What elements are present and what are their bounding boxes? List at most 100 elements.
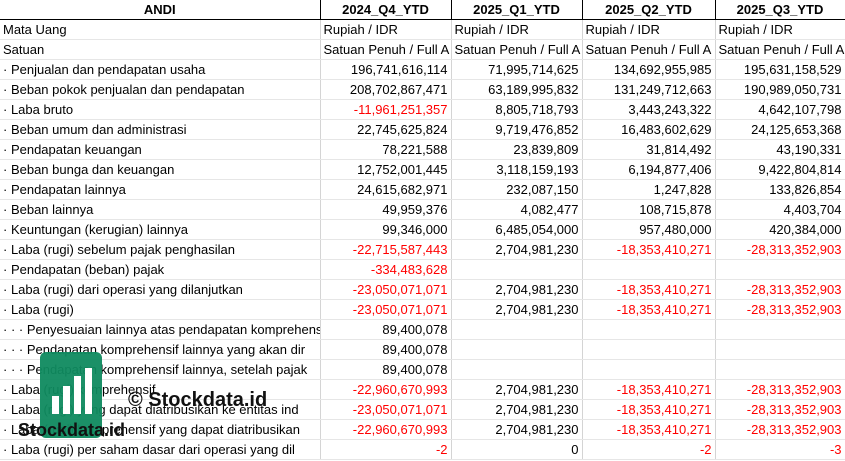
value-cell[interactable]: 4,082,477 xyxy=(451,199,583,220)
value-cell[interactable]: 49,959,376 xyxy=(320,199,452,220)
value-cell[interactable]: -18,353,410,271 xyxy=(582,279,716,300)
value-cell[interactable]: 3,118,159,193 xyxy=(451,159,583,180)
value-cell[interactable]: -11,961,251,357 xyxy=(320,99,452,120)
row-label[interactable]: · Pendapatan keuangan xyxy=(0,139,321,160)
value-cell[interactable]: 208,702,867,471 xyxy=(320,79,452,100)
value-cell[interactable] xyxy=(582,259,716,280)
row-label[interactable]: · Pendapatan (beban) pajak xyxy=(0,259,321,280)
row-label[interactable]: · Keuntungan (kerugian) lainnya xyxy=(0,219,321,240)
cell[interactable]: Rupiah / IDR xyxy=(582,19,716,40)
value-cell[interactable]: 23,839,809 xyxy=(451,139,583,160)
value-cell[interactable]: -22,960,670,993 xyxy=(320,419,452,440)
value-cell[interactable] xyxy=(715,319,845,340)
period-header[interactable]: 2025_Q1_YTD xyxy=(451,0,583,20)
row-label[interactable]: · Laba bruto xyxy=(0,99,321,120)
period-header[interactable]: 2025_Q3_YTD xyxy=(715,0,845,20)
value-cell[interactable] xyxy=(715,259,845,280)
cell[interactable]: Rupiah / IDR xyxy=(451,19,583,40)
row-label[interactable]: · Laba (rugi) dari operasi yang dilanjut… xyxy=(0,279,321,300)
cell[interactable]: Satuan Penuh / Full A xyxy=(320,39,452,60)
value-cell[interactable]: 2,704,981,230 xyxy=(451,399,583,420)
cell[interactable]: Satuan Penuh / Full A xyxy=(582,39,716,60)
row-label[interactable]: · Beban bunga dan keuangan xyxy=(0,159,321,180)
value-cell[interactable]: 6,194,877,406 xyxy=(582,159,716,180)
value-cell[interactable]: -28,313,352,903 xyxy=(715,399,845,420)
row-label[interactable]: · Pendapatan lainnya xyxy=(0,179,321,200)
value-cell[interactable] xyxy=(582,359,716,380)
value-cell[interactable]: 420,384,000 xyxy=(715,219,845,240)
value-cell[interactable]: 1,247,828 xyxy=(582,179,716,200)
value-cell[interactable]: -18,353,410,271 xyxy=(582,379,716,400)
value-cell[interactable]: -28,313,352,903 xyxy=(715,299,845,320)
period-header[interactable]: 2024_Q4_YTD xyxy=(320,0,452,20)
row-label[interactable]: · Laba (rugi) xyxy=(0,299,321,320)
cell[interactable]: Rupiah / IDR xyxy=(320,19,452,40)
value-cell[interactable]: -3 xyxy=(715,439,845,460)
value-cell[interactable]: 196,741,616,114 xyxy=(320,59,452,80)
value-cell[interactable]: -2 xyxy=(582,439,716,460)
value-cell[interactable]: -18,353,410,271 xyxy=(582,239,716,260)
value-cell[interactable]: -22,960,670,993 xyxy=(320,379,452,400)
value-cell[interactable]: 232,087,150 xyxy=(451,179,583,200)
value-cell[interactable]: 63,189,995,832 xyxy=(451,79,583,100)
value-cell[interactable]: 2,704,981,230 xyxy=(451,379,583,400)
value-cell[interactable]: -23,050,071,071 xyxy=(320,279,452,300)
value-cell[interactable]: 31,814,492 xyxy=(582,139,716,160)
value-cell[interactable]: 24,615,682,971 xyxy=(320,179,452,200)
row-label[interactable]: · · · Penyesuaian lainnya atas pendapata… xyxy=(0,319,321,340)
value-cell[interactable]: -22,715,587,443 xyxy=(320,239,452,260)
value-cell[interactable]: 2,704,981,230 xyxy=(451,299,583,320)
value-cell[interactable]: 6,485,054,000 xyxy=(451,219,583,240)
value-cell[interactable]: -28,313,352,903 xyxy=(715,279,845,300)
value-cell[interactable] xyxy=(451,359,583,380)
value-cell[interactable]: 71,995,714,625 xyxy=(451,59,583,80)
cell[interactable]: Satuan Penuh / Full A xyxy=(715,39,845,60)
value-cell[interactable]: -23,050,071,071 xyxy=(320,399,452,420)
row-label[interactable]: Mata Uang xyxy=(0,19,321,40)
value-cell[interactable]: -2 xyxy=(320,439,452,460)
value-cell[interactable]: -23,050,071,071 xyxy=(320,299,452,320)
value-cell[interactable]: 0 xyxy=(451,439,583,460)
period-header[interactable]: 2025_Q2_YTD xyxy=(582,0,716,20)
value-cell[interactable]: 957,480,000 xyxy=(582,219,716,240)
value-cell[interactable]: 24,125,653,368 xyxy=(715,119,845,140)
value-cell[interactable]: 2,704,981,230 xyxy=(451,279,583,300)
value-cell[interactable] xyxy=(715,339,845,360)
row-label[interactable]: · Penjualan dan pendapatan usaha xyxy=(0,59,321,80)
value-cell[interactable]: 9,719,476,852 xyxy=(451,119,583,140)
value-cell[interactable]: 4,403,704 xyxy=(715,199,845,220)
value-cell[interactable]: 89,400,078 xyxy=(320,359,452,380)
value-cell[interactable]: 190,989,050,731 xyxy=(715,79,845,100)
row-label[interactable]: · Beban lainnya xyxy=(0,199,321,220)
value-cell[interactable] xyxy=(582,319,716,340)
row-label[interactable]: · Beban umum dan administrasi xyxy=(0,119,321,140)
value-cell[interactable] xyxy=(451,319,583,340)
company-header[interactable]: ANDI xyxy=(0,0,321,20)
value-cell[interactable]: 195,631,158,529 xyxy=(715,59,845,80)
value-cell[interactable]: 131,249,712,663 xyxy=(582,79,716,100)
value-cell[interactable]: 134,692,955,985 xyxy=(582,59,716,80)
value-cell[interactable]: 16,483,602,629 xyxy=(582,119,716,140)
row-label[interactable]: Satuan xyxy=(0,39,321,60)
row-label[interactable]: · Beban pokok penjualan dan pendapatan xyxy=(0,79,321,100)
value-cell[interactable]: 133,826,854 xyxy=(715,179,845,200)
value-cell[interactable]: 3,443,243,322 xyxy=(582,99,716,120)
value-cell[interactable]: 22,745,625,824 xyxy=(320,119,452,140)
value-cell[interactable]: -28,313,352,903 xyxy=(715,379,845,400)
row-label[interactable]: · Laba (rugi) per saham dasar dari opera… xyxy=(0,439,321,460)
value-cell[interactable]: -28,313,352,903 xyxy=(715,239,845,260)
value-cell[interactable]: -18,353,410,271 xyxy=(582,299,716,320)
value-cell[interactable] xyxy=(451,339,583,360)
row-label[interactable]: · Laba (rugi) sebelum pajak penghasilan xyxy=(0,239,321,260)
value-cell[interactable]: 8,805,718,793 xyxy=(451,99,583,120)
value-cell[interactable]: 12,752,001,445 xyxy=(320,159,452,180)
value-cell[interactable] xyxy=(451,259,583,280)
value-cell[interactable]: 99,346,000 xyxy=(320,219,452,240)
value-cell[interactable] xyxy=(715,359,845,380)
value-cell[interactable]: 78,221,588 xyxy=(320,139,452,160)
value-cell[interactable]: 4,642,107,798 xyxy=(715,99,845,120)
value-cell[interactable]: 9,422,804,814 xyxy=(715,159,845,180)
value-cell[interactable]: -334,483,628 xyxy=(320,259,452,280)
value-cell[interactable]: -18,353,410,271 xyxy=(582,419,716,440)
value-cell[interactable]: 108,715,878 xyxy=(582,199,716,220)
